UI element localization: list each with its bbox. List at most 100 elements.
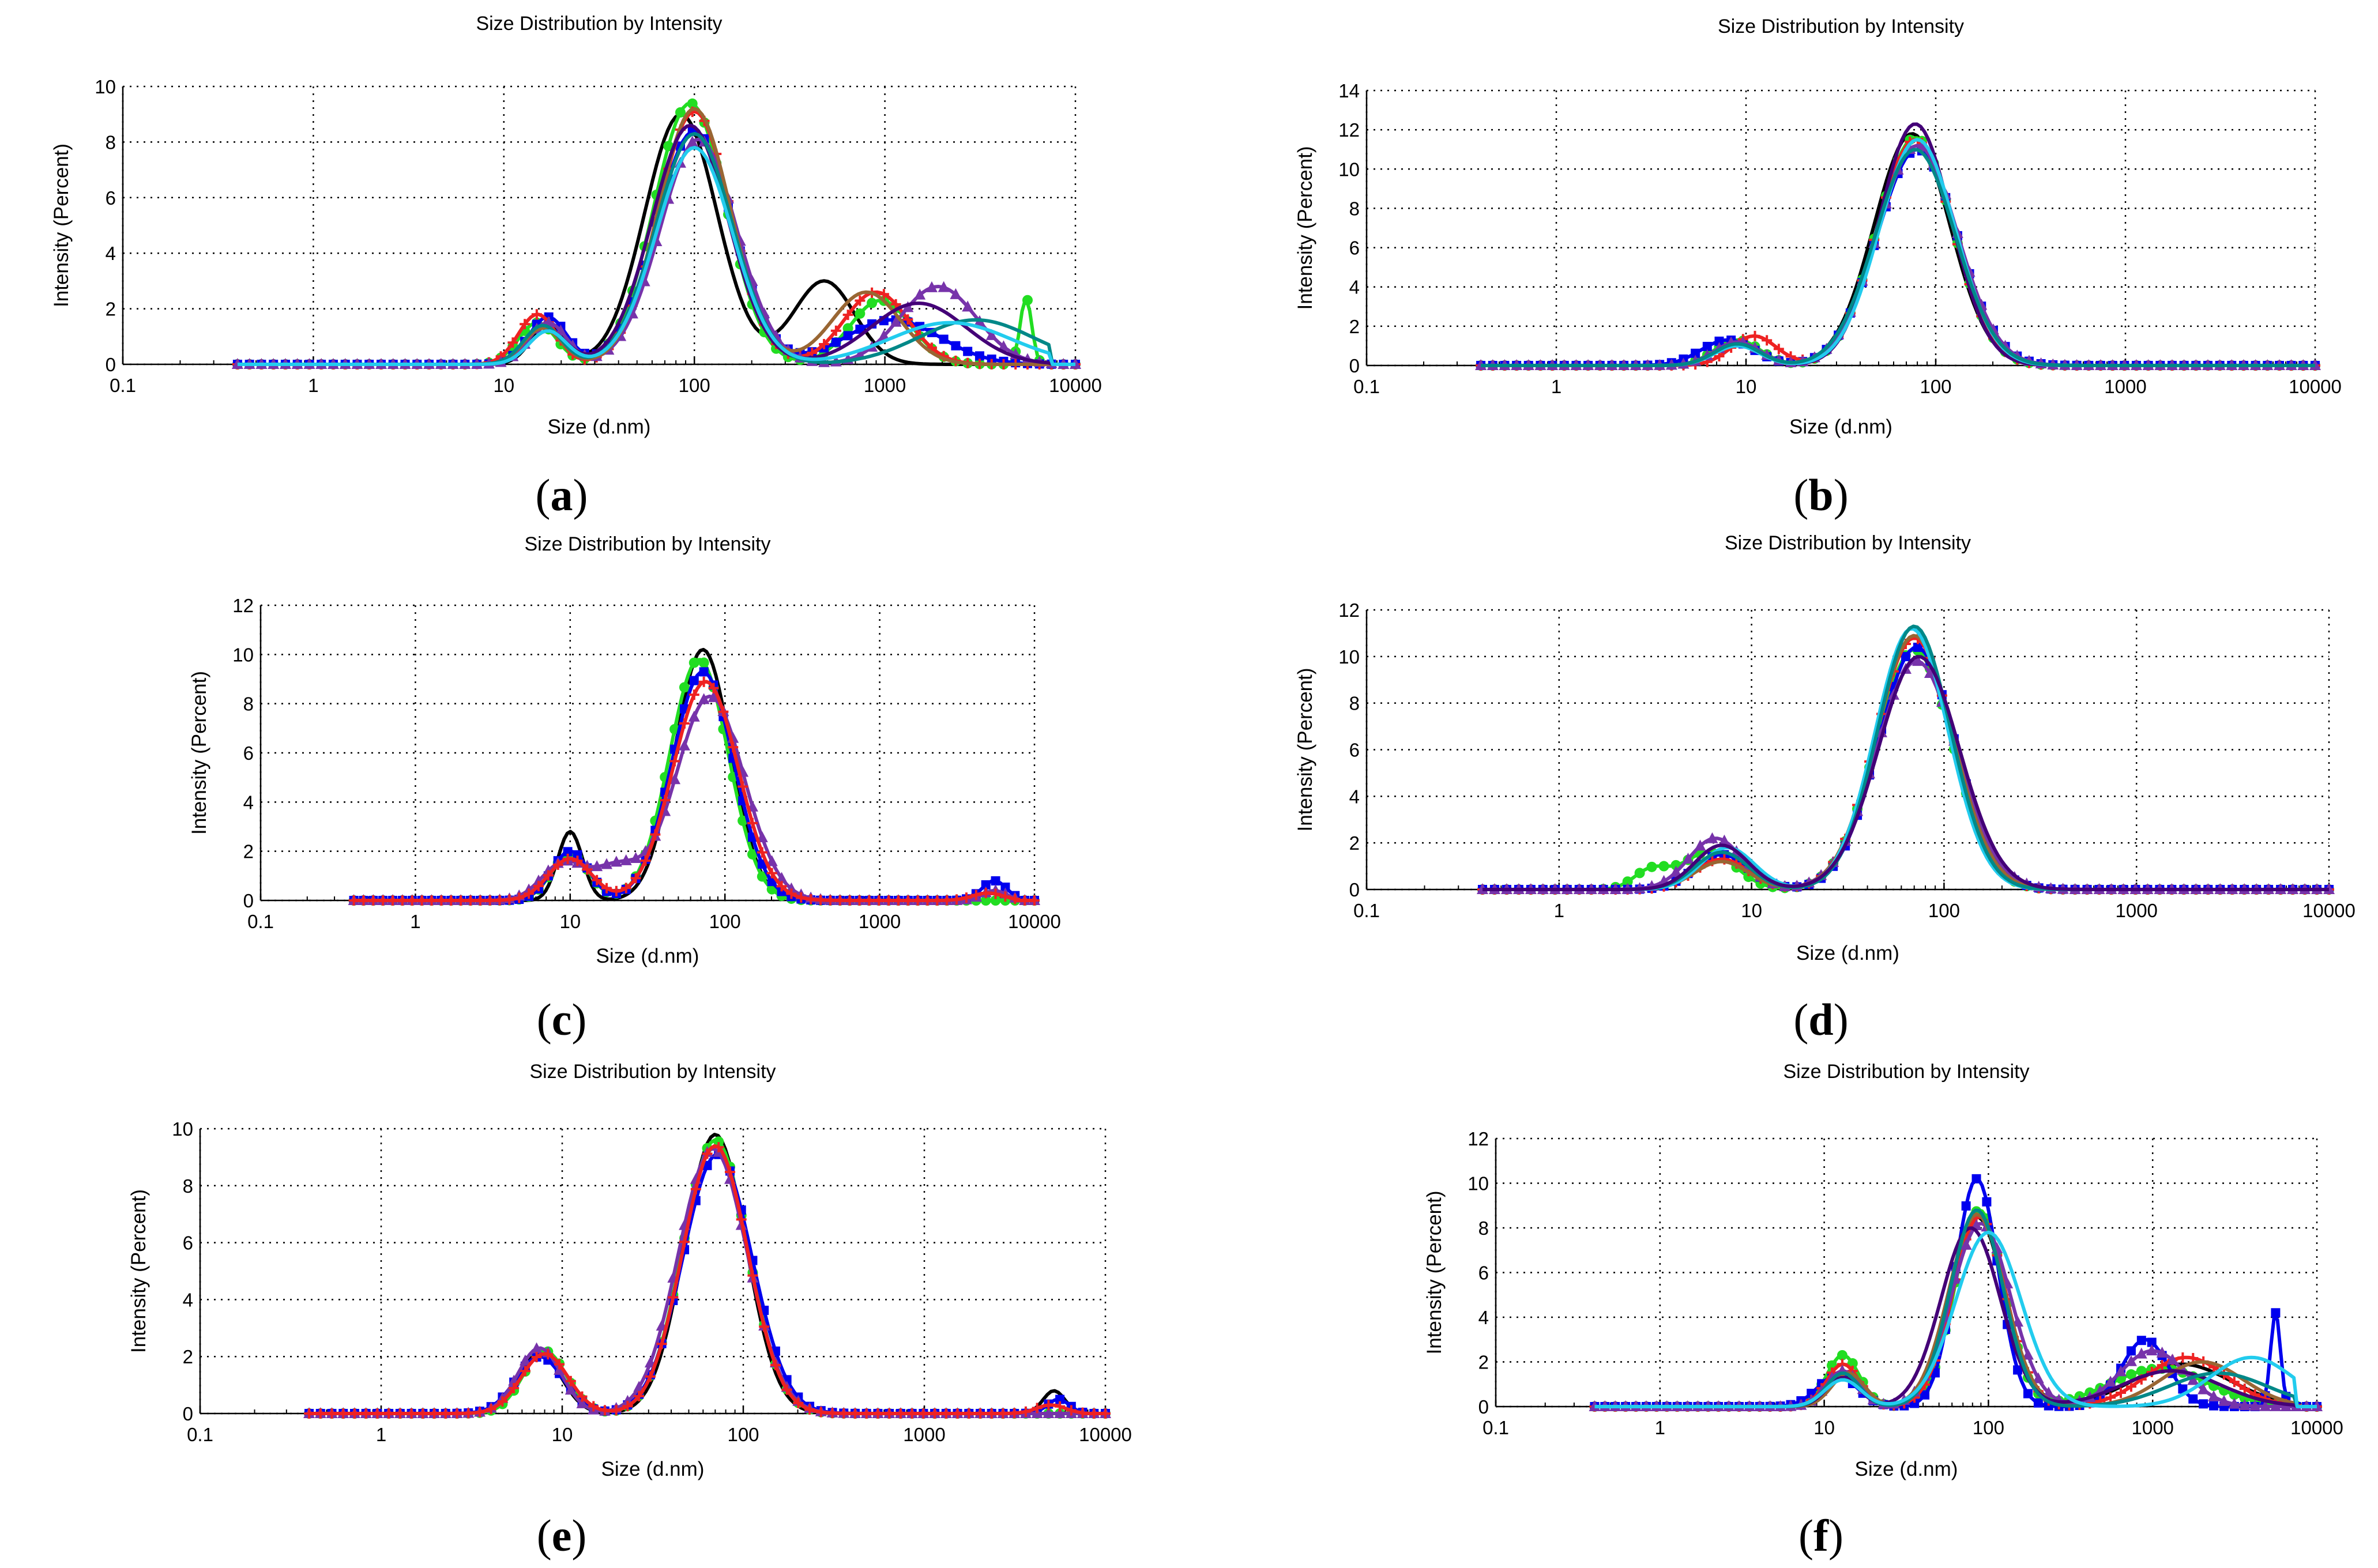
data-point (1773, 344, 1784, 355)
series-line-cyan (1594, 1230, 2317, 1408)
data-point (2125, 1381, 2136, 1392)
series-line-green (1483, 647, 2329, 891)
series-line-dark-purple (1483, 655, 2329, 891)
data-point (980, 888, 991, 899)
y-tick-label: 0 (1478, 1396, 1489, 1418)
data-point (2147, 1337, 2157, 1347)
data-point (2238, 1399, 2251, 1411)
data-point (1020, 1406, 1031, 1417)
data-point (855, 295, 866, 306)
data-point (698, 657, 709, 668)
data-point (426, 895, 437, 906)
data-point (970, 889, 981, 900)
data-point (2208, 1390, 2220, 1401)
data-point (601, 858, 613, 869)
series-line-red (1483, 636, 2329, 891)
series-line-blue (309, 1152, 1105, 1415)
data-point (1971, 1174, 1981, 1183)
data-point (895, 1408, 906, 1419)
data-point (2125, 1369, 2136, 1380)
data-point (429, 1408, 440, 1419)
data-point (1682, 853, 1694, 864)
data-point (867, 297, 878, 308)
y-tick-label: 6 (1349, 238, 1360, 259)
data-point (698, 676, 709, 687)
data-point (1019, 895, 1030, 906)
data-point (702, 1148, 713, 1159)
x-tick-label: 100 (1920, 376, 1951, 397)
y-tick-label: 10 (172, 1118, 193, 1140)
x-tick-label: 10 (1741, 900, 1762, 921)
data-point (565, 1375, 576, 1386)
data-point (484, 895, 495, 906)
y-tick-label: 10 (1338, 159, 1360, 180)
panel-caption: (b) (1793, 470, 1848, 520)
data-point (2032, 1372, 2044, 1384)
data-point (985, 329, 998, 340)
data-point (1055, 1401, 1066, 1412)
data-point (736, 1214, 747, 1225)
chart-title: Size Distribution by Intensity (1783, 1061, 2029, 1083)
y-tick-label: 2 (243, 841, 254, 862)
data-point (679, 718, 690, 729)
data-point (572, 855, 583, 866)
data-point (2126, 1346, 2136, 1356)
panel-caption-letter: b (1808, 470, 1833, 520)
data-point (573, 850, 582, 860)
y-axis-label: Intensity (Percent) (127, 1189, 150, 1353)
data-point (718, 706, 729, 717)
data-point (781, 1384, 792, 1395)
data-point (678, 739, 690, 751)
series-line-blue (353, 670, 1034, 902)
data-point (925, 281, 938, 292)
data-point (974, 351, 984, 361)
data-point (2105, 1392, 2116, 1403)
data-point (315, 1408, 326, 1419)
data-point (679, 1237, 690, 1247)
data-point (687, 98, 698, 109)
data-point (668, 1292, 679, 1303)
x-tick-label: 1 (410, 911, 420, 932)
data-point (854, 895, 865, 906)
data-point (2115, 1365, 2127, 1377)
series-line-black (353, 647, 1034, 902)
data-point (1762, 335, 1773, 346)
data-point (713, 1136, 724, 1147)
data-point (878, 329, 890, 341)
data-point (622, 1401, 633, 1412)
data-point (669, 773, 681, 785)
data-point (884, 1408, 895, 1419)
data-point (2259, 1400, 2271, 1411)
data-point (766, 868, 777, 879)
data-point (456, 895, 466, 906)
x-tick-label: 10 (559, 911, 581, 932)
panel-caption: (d) (1793, 994, 1848, 1045)
data-point (304, 1408, 315, 1419)
panel-caption-letter: e (552, 1510, 572, 1561)
y-tick-label: 12 (1338, 119, 1360, 141)
data-point (698, 693, 710, 704)
data-point (650, 829, 661, 840)
data-point (2209, 1401, 2219, 1411)
y-tick-label: 4 (183, 1289, 193, 1310)
data-point (1022, 295, 1033, 306)
data-point (497, 1396, 508, 1407)
data-point (2249, 1400, 2261, 1411)
data-point (387, 895, 398, 906)
data-point (844, 895, 855, 906)
data-point (533, 880, 544, 891)
data-point (675, 107, 686, 118)
data-point (576, 1397, 588, 1408)
y-tick-label: 2 (183, 1346, 193, 1367)
data-point (1924, 666, 1936, 678)
data-point (940, 1408, 951, 1419)
y-tick-label: 0 (1349, 879, 1360, 900)
data-point (1055, 1394, 1065, 1404)
data-point (2105, 1375, 2117, 1387)
data-point (397, 895, 408, 906)
x-tick-label: 10000 (2289, 376, 2342, 397)
data-point (592, 875, 603, 885)
